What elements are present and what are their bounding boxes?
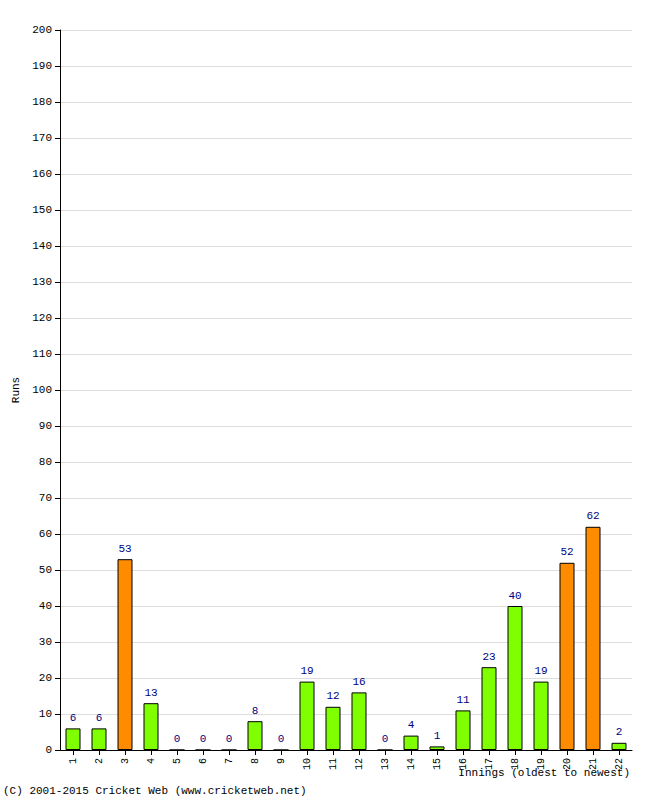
svg-text:10: 10: [302, 758, 313, 770]
svg-text:7: 7: [224, 758, 235, 764]
svg-text:1: 1: [68, 758, 79, 764]
svg-text:14: 14: [406, 758, 417, 770]
svg-text:0: 0: [45, 744, 52, 756]
svg-text:53: 53: [118, 543, 131, 555]
svg-text:90: 90: [39, 420, 52, 432]
svg-text:30: 30: [39, 636, 52, 648]
svg-text:62: 62: [586, 510, 599, 522]
svg-text:8: 8: [252, 705, 259, 717]
svg-text:8: 8: [250, 758, 261, 764]
svg-text:10: 10: [39, 708, 52, 720]
svg-text:11: 11: [328, 758, 339, 770]
svg-text:0: 0: [382, 733, 389, 745]
svg-text:19: 19: [534, 665, 547, 677]
svg-text:40: 40: [508, 590, 521, 602]
svg-text:(C) 2001-2015 Cricket Web (www: (C) 2001-2015 Cricket Web (www.cricketwe…: [3, 785, 307, 797]
svg-text:6: 6: [70, 712, 77, 724]
svg-text:13: 13: [144, 687, 157, 699]
svg-text:6: 6: [198, 758, 209, 764]
svg-text:17: 17: [484, 758, 495, 770]
svg-text:52: 52: [560, 546, 573, 558]
svg-text:12: 12: [354, 758, 365, 770]
svg-text:3: 3: [120, 758, 131, 764]
svg-text:12: 12: [326, 690, 339, 702]
svg-text:120: 120: [32, 312, 52, 324]
svg-text:170: 170: [32, 132, 52, 144]
svg-text:21: 21: [588, 758, 599, 770]
svg-text:Runs: Runs: [10, 377, 22, 403]
svg-text:9: 9: [276, 758, 287, 764]
svg-text:110: 110: [32, 348, 52, 360]
svg-text:1: 1: [434, 730, 441, 742]
svg-text:19: 19: [300, 665, 313, 677]
svg-text:Innings (oldest to newest): Innings (oldest to newest): [458, 766, 630, 779]
svg-text:190: 190: [32, 60, 52, 72]
svg-text:2: 2: [616, 726, 623, 738]
svg-text:80: 80: [39, 456, 52, 468]
svg-text:60: 60: [39, 528, 52, 540]
svg-text:15: 15: [432, 758, 443, 770]
svg-text:70: 70: [39, 492, 52, 504]
svg-text:4: 4: [146, 758, 157, 764]
svg-text:5: 5: [172, 758, 183, 764]
svg-text:20: 20: [39, 672, 52, 684]
svg-text:2: 2: [94, 758, 105, 764]
svg-text:18: 18: [510, 758, 521, 770]
svg-text:0: 0: [278, 733, 285, 745]
svg-text:0: 0: [226, 733, 233, 745]
svg-text:140: 140: [32, 240, 52, 252]
svg-text:50: 50: [39, 564, 52, 576]
svg-text:200: 200: [32, 24, 52, 36]
svg-text:0: 0: [200, 733, 207, 745]
svg-text:4: 4: [408, 719, 415, 731]
svg-text:160: 160: [32, 168, 52, 180]
svg-text:100: 100: [32, 384, 52, 396]
svg-text:19: 19: [536, 758, 547, 770]
svg-text:22: 22: [614, 758, 625, 770]
svg-text:150: 150: [32, 204, 52, 216]
svg-text:130: 130: [32, 276, 52, 288]
svg-text:40: 40: [39, 600, 52, 612]
svg-text:16: 16: [458, 758, 469, 770]
svg-text:23: 23: [482, 651, 495, 663]
svg-text:20: 20: [562, 758, 573, 770]
svg-text:11: 11: [456, 694, 470, 706]
svg-text:16: 16: [352, 676, 365, 688]
svg-text:6: 6: [96, 712, 103, 724]
svg-text:180: 180: [32, 96, 52, 108]
svg-text:13: 13: [380, 758, 391, 770]
svg-text:0: 0: [174, 733, 181, 745]
